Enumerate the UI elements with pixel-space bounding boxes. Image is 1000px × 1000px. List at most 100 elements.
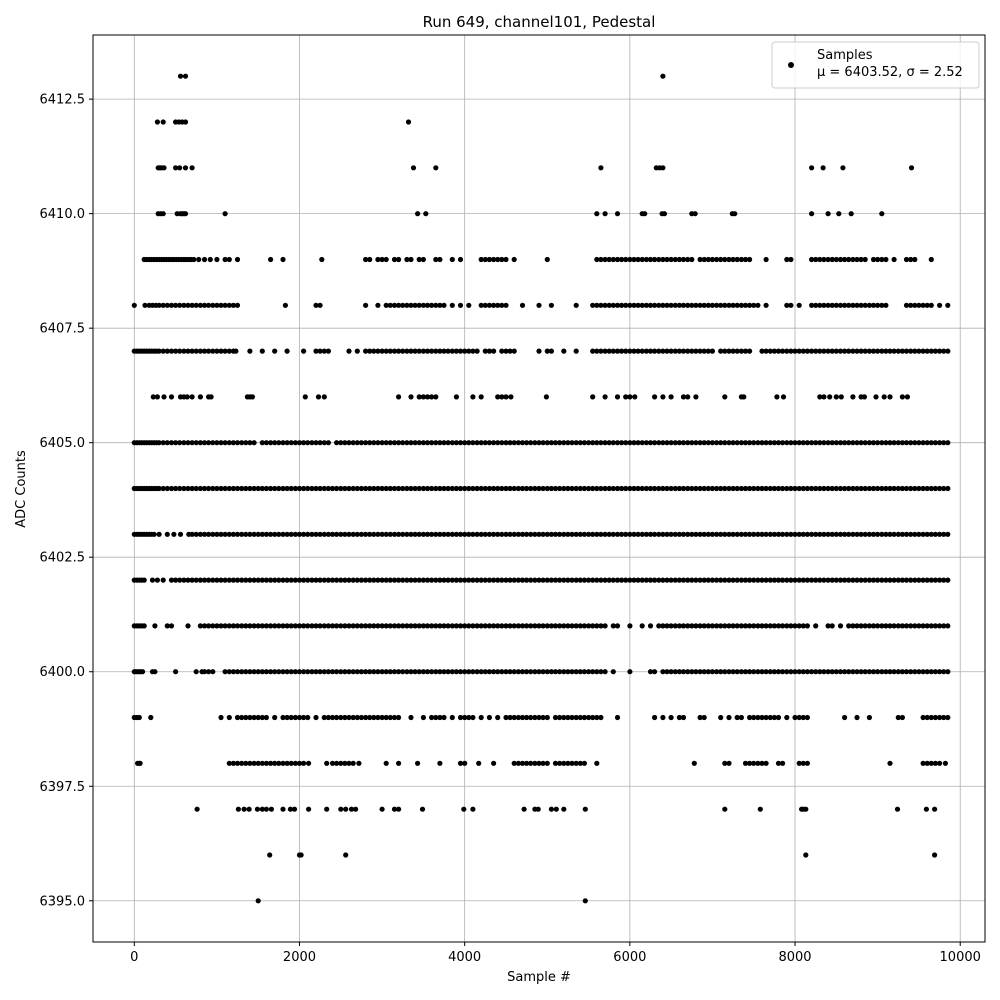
data-point <box>792 440 798 446</box>
data-point <box>594 714 600 721</box>
data-point <box>251 760 257 766</box>
data-point <box>383 531 389 537</box>
data-point <box>449 440 455 446</box>
data-point <box>292 577 298 583</box>
data-point <box>833 302 839 308</box>
data-point <box>577 531 583 537</box>
data-point <box>726 348 732 354</box>
data-point <box>354 623 360 629</box>
data-point <box>809 577 815 583</box>
data-point <box>499 577 505 583</box>
data-point <box>623 256 629 263</box>
data-point <box>590 714 596 721</box>
data-point <box>400 669 406 675</box>
data-point <box>883 531 889 537</box>
data-point <box>800 440 806 446</box>
data-point <box>767 531 773 537</box>
data-point <box>912 348 918 354</box>
data-point <box>870 623 877 629</box>
data-point <box>470 394 476 400</box>
data-point <box>916 531 922 537</box>
data-point <box>693 302 699 308</box>
data-point <box>788 256 794 263</box>
data-point <box>532 485 538 492</box>
data-point <box>358 577 364 583</box>
data-point <box>429 669 435 675</box>
data-point <box>788 440 794 446</box>
data-points <box>131 73 951 904</box>
data-point <box>619 440 625 446</box>
data-point <box>247 348 253 354</box>
data-point <box>705 531 711 537</box>
data-point <box>664 623 670 629</box>
data-point <box>519 669 526 675</box>
data-point <box>284 623 290 629</box>
data-point <box>243 440 249 446</box>
data-point <box>854 623 860 629</box>
data-point <box>206 669 212 675</box>
data-point <box>375 577 381 583</box>
data-point <box>486 531 492 537</box>
data-point <box>151 531 157 537</box>
data-point <box>594 623 600 629</box>
data-point <box>437 577 443 583</box>
data-point <box>759 531 765 537</box>
data-point <box>441 577 447 583</box>
data-point <box>565 485 571 492</box>
data-point <box>379 531 385 537</box>
data-point <box>714 256 720 263</box>
data-point <box>462 348 468 354</box>
data-point <box>367 256 373 263</box>
x-tick-label: 0 <box>130 950 138 965</box>
data-point <box>499 348 505 354</box>
data-point <box>346 440 352 446</box>
data-point <box>693 394 699 400</box>
data-point <box>825 623 831 629</box>
data-point <box>672 302 678 308</box>
data-point <box>606 302 612 308</box>
data-point <box>821 485 827 492</box>
data-point <box>486 577 492 583</box>
data-point <box>259 531 265 537</box>
data-point <box>606 348 612 354</box>
data-point <box>945 485 951 492</box>
data-point <box>383 760 389 766</box>
data-point <box>441 485 447 492</box>
data-point <box>532 440 538 446</box>
data-point <box>383 577 389 583</box>
data-point <box>804 485 811 492</box>
data-point <box>660 256 666 263</box>
data-point <box>627 348 633 354</box>
data-point <box>540 440 546 446</box>
data-point <box>251 531 257 537</box>
data-point <box>598 531 604 537</box>
data-point <box>259 440 265 446</box>
data-point <box>586 577 592 583</box>
data-point <box>457 348 464 354</box>
data-point <box>280 531 286 537</box>
data-point <box>891 669 897 675</box>
data-point <box>313 531 319 537</box>
data-point <box>676 577 683 583</box>
data-point <box>301 714 307 721</box>
data-point <box>734 302 740 308</box>
data-point <box>206 485 212 492</box>
data-point <box>937 440 943 446</box>
data-point <box>367 623 373 629</box>
data-point <box>408 485 414 492</box>
data-point <box>875 440 881 446</box>
data-point <box>154 119 160 125</box>
data-point <box>837 440 844 446</box>
data-point <box>866 714 873 721</box>
data-point <box>478 623 484 629</box>
data-point <box>222 485 228 492</box>
data-point <box>883 485 889 492</box>
data-point <box>239 623 245 629</box>
data-point <box>391 302 398 308</box>
data-point <box>182 119 189 125</box>
data-point <box>610 577 616 583</box>
data-point <box>536 485 542 492</box>
data-point <box>899 348 906 354</box>
data-point <box>573 440 579 446</box>
data-point <box>259 669 265 675</box>
